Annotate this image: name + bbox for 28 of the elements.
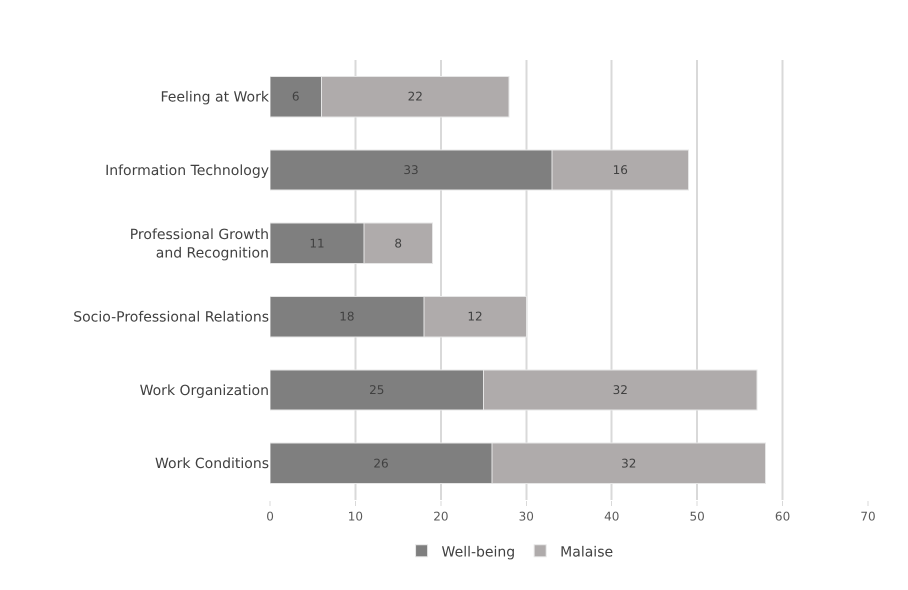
data-label: 25 — [369, 383, 384, 397]
x-tick-label: 50 — [690, 509, 705, 524]
x-tick-label: 60 — [774, 509, 790, 524]
legend-label: Well-being — [442, 544, 516, 560]
data-label: 32 — [621, 456, 636, 470]
y-tick-label: Work Organization — [140, 382, 269, 399]
y-tick-label: Information Technology — [105, 162, 269, 179]
y-tick-label: Professional Growth and Recognition — [130, 227, 269, 262]
data-label: 22 — [408, 90, 423, 104]
y-tick-label: Feeling at Work — [160, 90, 270, 106]
data-label: 32 — [612, 383, 628, 397]
legend-label: Malaise — [560, 544, 614, 560]
x-tick-label: 20 — [433, 509, 448, 524]
x-tick-label: 10 — [348, 509, 364, 524]
data-label: 12 — [467, 310, 483, 324]
x-tick-label: 30 — [518, 509, 534, 524]
data-label: 18 — [339, 310, 355, 324]
data-label: 11 — [309, 236, 325, 250]
data-label: 8 — [394, 236, 402, 250]
data-label: 26 — [373, 456, 389, 470]
data-label: 6 — [292, 90, 300, 104]
x-tick-label: 40 — [604, 509, 620, 524]
x-tick-label: 70 — [860, 509, 876, 524]
data-label: 16 — [612, 163, 628, 177]
y-tick-label: Socio-Professional Relations — [73, 310, 269, 326]
y-tick-label: Work Conditions — [154, 456, 269, 472]
data-label: 33 — [403, 163, 419, 177]
x-tick-label: 0 — [266, 509, 274, 524]
